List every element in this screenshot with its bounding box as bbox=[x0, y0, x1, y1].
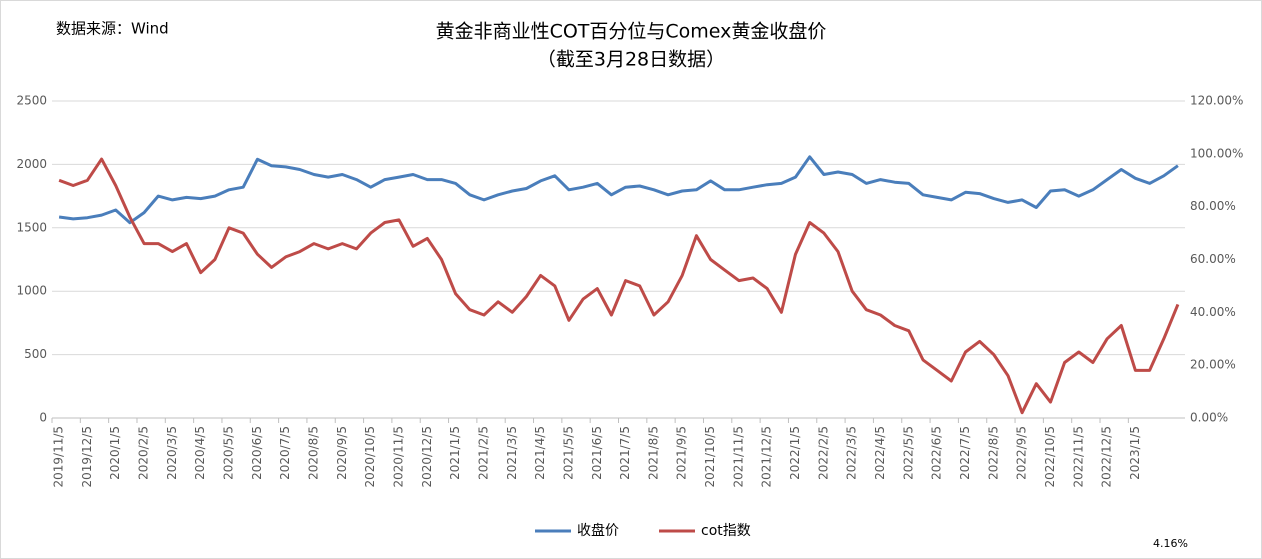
y2-tick-label: 20.00% bbox=[1190, 358, 1236, 372]
x-tick-label: 2021/4/5 bbox=[533, 426, 547, 480]
x-tick-label: 2020/1/5 bbox=[108, 426, 122, 480]
annotation: 4.16% bbox=[1153, 537, 1188, 550]
x-tick-label: 2020/5/5 bbox=[222, 426, 236, 480]
x-tick-label: 2020/2/5 bbox=[137, 426, 151, 480]
x-tick-label: 2020/7/5 bbox=[278, 426, 292, 480]
x-tick-label: 2022/6/5 bbox=[930, 426, 944, 480]
x-tick-label: 2019/11/5 bbox=[52, 426, 66, 488]
x-tick-label: 2021/6/5 bbox=[590, 426, 604, 480]
x-tick-label: 2020/8/5 bbox=[307, 426, 321, 480]
source: 数据来源：Wind bbox=[56, 20, 169, 38]
x-tick-label: 2020/9/5 bbox=[335, 426, 349, 480]
x-tick-label: 2020/4/5 bbox=[193, 426, 207, 480]
x-tick-label: 2021/10/5 bbox=[703, 426, 717, 488]
y-tick-label: 2000 bbox=[16, 157, 47, 171]
x-tick-label: 2021/7/5 bbox=[618, 426, 632, 480]
y-tick-label: 2500 bbox=[16, 94, 47, 108]
series-line bbox=[58, 157, 1180, 415]
y2-tick-label: 80.00% bbox=[1190, 199, 1236, 213]
chart-subtitle: （截至3月28日数据） bbox=[537, 49, 725, 71]
x-tick-label: 2020/3/5 bbox=[165, 426, 179, 480]
x-tick-label: 2021/8/5 bbox=[646, 426, 660, 480]
y2-tick-label: 40.00% bbox=[1190, 305, 1236, 319]
y-tick-label: 500 bbox=[24, 347, 47, 361]
x-tick-label: 2022/4/5 bbox=[873, 426, 887, 480]
x-tick-label: 2022/1/5 bbox=[788, 426, 802, 480]
x-tick-label: 2019/12/5 bbox=[80, 426, 94, 488]
x-tick-label: 2021/3/5 bbox=[505, 426, 519, 480]
x-tick-label: 2022/2/5 bbox=[816, 426, 830, 480]
x-tick-label: 2022/3/5 bbox=[845, 426, 859, 480]
x-tick-label: 2022/11/5 bbox=[1071, 426, 1085, 488]
x-tick-label: 2021/1/5 bbox=[448, 426, 462, 480]
x-tick-label: 2021/11/5 bbox=[731, 426, 745, 488]
x-tick-label: 2022/12/5 bbox=[1100, 426, 1114, 488]
x-tick-label: 2020/11/5 bbox=[391, 426, 405, 488]
y2-tick-label: 100.00% bbox=[1190, 146, 1243, 160]
y-tick-label: 1000 bbox=[16, 284, 47, 298]
x-tick-label: 2022/8/5 bbox=[986, 426, 1000, 480]
legend-label: cot指数 bbox=[701, 523, 751, 539]
x-tick-label: 2022/5/5 bbox=[901, 426, 915, 480]
x-tick-label: 2022/7/5 bbox=[958, 426, 972, 480]
x-tick-label: 2022/9/5 bbox=[1015, 426, 1029, 480]
legend-label: 收盘价 bbox=[577, 522, 619, 539]
y2-tick-label: 120.00% bbox=[1190, 94, 1243, 108]
series-line bbox=[58, 155, 1179, 225]
x-tick-label: 2020/6/5 bbox=[250, 426, 264, 480]
x-tick-label: 2020/10/5 bbox=[363, 426, 377, 488]
y-tick-label: 1500 bbox=[16, 220, 47, 234]
x-tick-label: 2021/2/5 bbox=[476, 426, 490, 480]
x-tick-label: 2022/10/5 bbox=[1043, 426, 1057, 488]
x-tick-label: 2020/12/5 bbox=[420, 426, 434, 488]
x-tick-label: 2021/12/5 bbox=[760, 426, 774, 488]
y2-tick-label: 0.00% bbox=[1190, 411, 1228, 425]
x-tick-label: 2021/5/5 bbox=[561, 426, 575, 480]
y2-tick-label: 60.00% bbox=[1190, 252, 1236, 266]
y-tick-label: 0 bbox=[39, 411, 47, 425]
chart-title: 黄金非商业性COT百分位与Comex黄金收盘价 bbox=[436, 21, 827, 43]
x-tick-label: 2023/1/5 bbox=[1128, 426, 1142, 480]
x-tick-label: 2021/9/5 bbox=[675, 426, 689, 480]
